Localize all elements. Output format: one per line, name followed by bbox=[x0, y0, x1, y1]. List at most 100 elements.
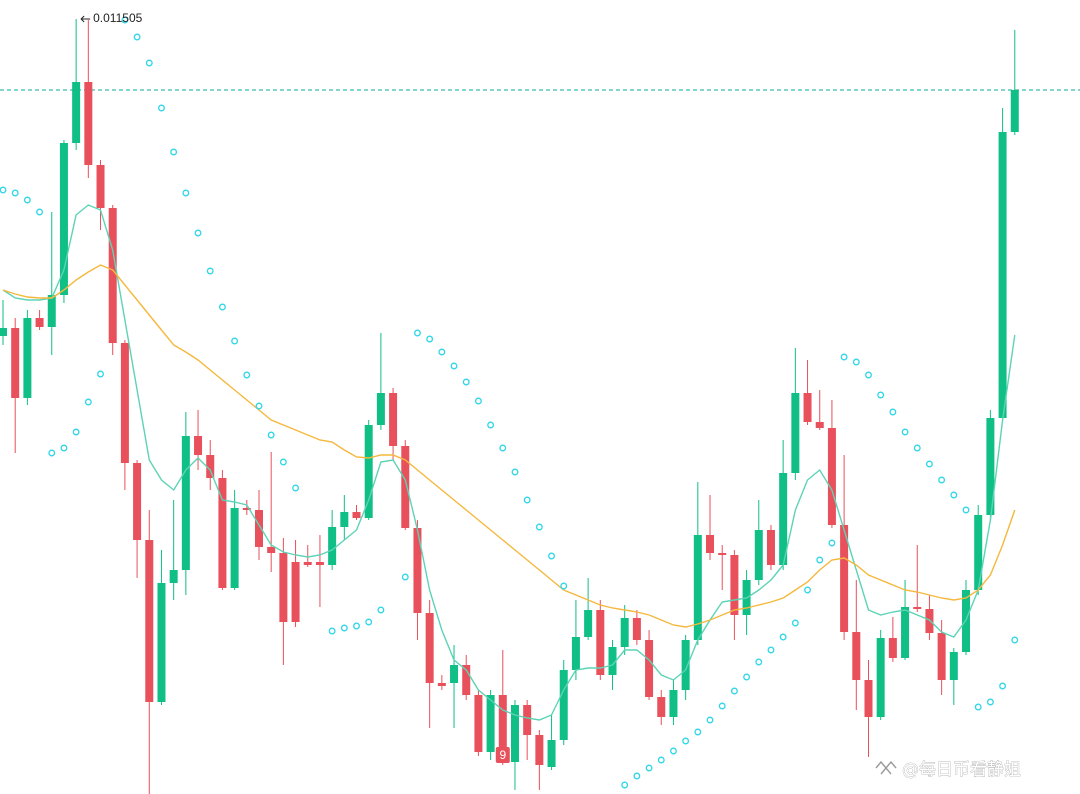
sar-dot bbox=[84, 398, 92, 406]
candle-body bbox=[657, 697, 666, 717]
candle-body bbox=[693, 535, 702, 640]
sar-dot bbox=[755, 658, 763, 666]
sar-dot bbox=[438, 348, 446, 356]
sar-dot bbox=[633, 772, 641, 780]
label-arrow bbox=[80, 15, 91, 23]
candle-body bbox=[206, 455, 215, 478]
moving-average-line bbox=[2, 264, 1016, 628]
candle-body bbox=[498, 695, 507, 762]
candle-body bbox=[145, 540, 154, 702]
candle-body bbox=[840, 525, 849, 632]
annotation-badge bbox=[495, 747, 510, 763]
sar-dot bbox=[206, 267, 214, 275]
candle-body bbox=[401, 446, 410, 528]
plot: 0.011505 9 bbox=[0, 11, 1080, 794]
sar-dot bbox=[718, 702, 726, 710]
candle-body bbox=[23, 318, 32, 398]
sar-dot bbox=[523, 496, 531, 504]
candle-body bbox=[279, 553, 288, 622]
watermark-icon bbox=[875, 760, 897, 775]
candle-body bbox=[108, 208, 117, 343]
candle-body bbox=[1010, 90, 1019, 132]
sar-dot bbox=[97, 370, 104, 378]
candle-body bbox=[47, 295, 56, 327]
sar-dot bbox=[255, 402, 263, 410]
sar-dot bbox=[548, 552, 555, 560]
sar-dot bbox=[121, 16, 129, 24]
sar-dot bbox=[865, 371, 872, 379]
candle-body bbox=[474, 695, 483, 752]
candle-body bbox=[194, 436, 203, 455]
candle-body bbox=[645, 640, 654, 697]
sar-dot bbox=[328, 627, 336, 635]
sar-dot bbox=[426, 335, 434, 343]
candle-body bbox=[267, 547, 276, 553]
sar-dot bbox=[0, 186, 7, 194]
candle-body bbox=[608, 647, 617, 675]
candle-body bbox=[803, 393, 812, 422]
candle-body bbox=[242, 508, 251, 510]
candle-body bbox=[596, 610, 605, 675]
candle-body bbox=[754, 530, 763, 580]
candle-body bbox=[389, 393, 398, 446]
annotation-text: 9 bbox=[499, 748, 506, 762]
candle-body bbox=[559, 670, 568, 740]
candle-body bbox=[998, 132, 1007, 418]
candle-body bbox=[620, 618, 629, 647]
sar-dot bbox=[913, 444, 921, 452]
candle-body bbox=[937, 633, 946, 680]
sar-dot bbox=[474, 397, 482, 405]
sar-dot bbox=[292, 484, 300, 492]
sar-dot bbox=[645, 764, 653, 772]
sar-dot bbox=[133, 33, 141, 41]
sar-dot bbox=[231, 337, 239, 345]
sar-dot bbox=[487, 421, 495, 429]
candle-body bbox=[133, 463, 142, 540]
candle-body bbox=[35, 318, 44, 327]
candle-body bbox=[486, 695, 495, 752]
sar-dot bbox=[779, 633, 787, 641]
sar-dot bbox=[511, 468, 519, 476]
candle-body bbox=[523, 705, 532, 735]
candle-body bbox=[706, 535, 715, 553]
candle-body bbox=[510, 705, 519, 762]
sar-dot bbox=[889, 408, 897, 416]
sar-dot bbox=[670, 747, 677, 755]
sar-dot bbox=[999, 682, 1007, 690]
sar-dot bbox=[340, 624, 348, 632]
sar-dot bbox=[36, 208, 44, 216]
sar-dot bbox=[170, 148, 178, 156]
candle-body bbox=[11, 328, 20, 398]
candle-body bbox=[230, 508, 239, 588]
sar-dot bbox=[72, 428, 80, 436]
candle-body bbox=[766, 530, 775, 565]
sar-dot bbox=[925, 460, 933, 468]
candle-body bbox=[913, 607, 922, 609]
candle-body bbox=[303, 562, 312, 565]
candle-body bbox=[986, 418, 995, 515]
sar-dot bbox=[11, 189, 19, 197]
watermark: @每日币看静姐 bbox=[875, 760, 1021, 780]
candle-body bbox=[157, 583, 166, 702]
sar-dot bbox=[279, 458, 287, 466]
candle-body bbox=[0, 328, 7, 336]
sar-dot bbox=[243, 371, 251, 379]
sar-dot bbox=[791, 619, 799, 627]
candle-body bbox=[462, 665, 471, 695]
sar-dot bbox=[158, 104, 165, 112]
sar-dot bbox=[730, 687, 738, 695]
sar-dot bbox=[194, 229, 202, 237]
sar-dot bbox=[267, 431, 275, 439]
candle-body bbox=[888, 638, 897, 658]
sar-dot bbox=[962, 506, 970, 514]
sar-dot bbox=[877, 391, 885, 399]
sar-dot bbox=[1011, 636, 1019, 644]
sar-dot bbox=[499, 444, 507, 452]
sar-dot bbox=[414, 329, 421, 337]
candle-body bbox=[815, 422, 824, 428]
candle-body bbox=[181, 436, 190, 570]
sar-dot bbox=[852, 358, 860, 366]
sar-dot bbox=[377, 606, 385, 614]
